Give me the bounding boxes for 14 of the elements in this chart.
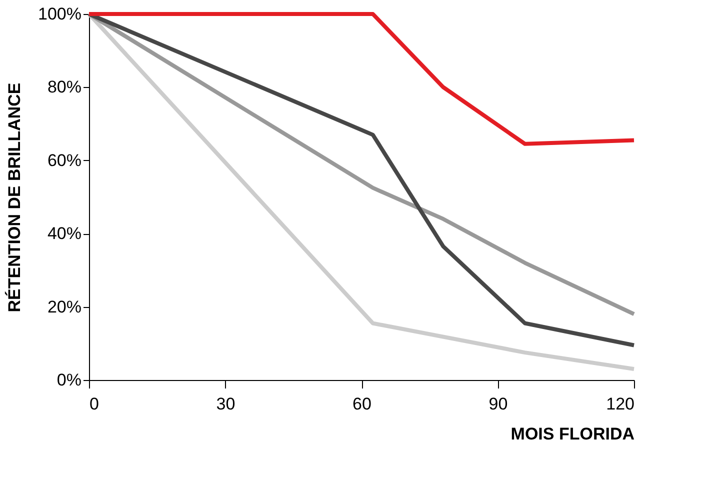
y-tick-label: 80% — [47, 78, 82, 97]
y-tick-label: 100% — [38, 4, 82, 24]
y-tick-label: 40% — [47, 224, 82, 244]
y-tick-label: 0% — [56, 370, 82, 390]
y-axis-title: RÉTENTION DE BRILLANCE — [4, 82, 24, 312]
y-tick-label: 20% — [47, 297, 82, 316]
y-tick-label: 60% — [47, 150, 82, 170]
x-tick-label: 60 — [352, 394, 372, 414]
x-tick-label: 0 — [90, 394, 99, 414]
x-tick-label: 120 — [606, 394, 634, 414]
line-series — [87, 12, 636, 146]
x-tick-label: 30 — [216, 394, 236, 414]
x-tick-label: 90 — [488, 394, 508, 414]
x-axis-title: MOIS FLORIDA — [510, 424, 634, 444]
